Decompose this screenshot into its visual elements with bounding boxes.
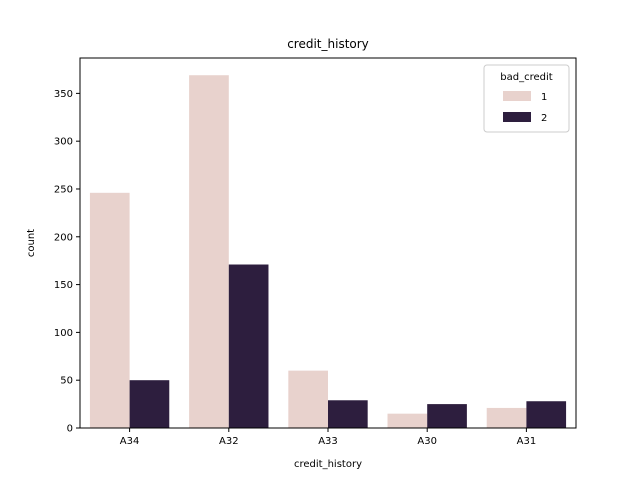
x-tick-label: A33 [318, 436, 338, 447]
bar-A31-series-2 [526, 401, 567, 428]
y-tick-label: 350 [54, 89, 73, 100]
bar-A30-series-2 [427, 404, 467, 428]
y-tick-label: 100 [54, 328, 73, 339]
legend-title: bad_credit [500, 72, 552, 83]
legend-items: 12 [503, 91, 547, 124]
x-axis: A34 A32 A33 A30 A31 [120, 428, 536, 447]
legend-swatch-series-1 [503, 91, 531, 101]
bar-A32-series-2 [228, 264, 269, 428]
bar-A31-series-1 [486, 407, 527, 428]
y-axis-label: count [26, 229, 37, 257]
y-tick-label: 200 [54, 232, 73, 243]
bar-A30-series-1 [387, 413, 428, 428]
legend: bad_credit 12 [483, 64, 570, 133]
bar-A34-series-2 [129, 380, 170, 428]
x-tick-label: A30 [417, 436, 437, 447]
bar-A33-series-1 [288, 370, 328, 428]
bars-group [89, 75, 567, 429]
x-tick-label: A34 [120, 436, 140, 447]
plot-frame [79, 57, 577, 429]
bar-A32-series-1 [189, 75, 229, 429]
y-tick-label: 0 [67, 424, 73, 435]
bar-A34-series-1 [89, 192, 130, 428]
legend-swatch-series-2 [503, 112, 531, 122]
y-axis: 0 50 100 150 200 250 300 350 [54, 89, 80, 435]
x-tick-label: A32 [219, 436, 239, 447]
x-tick-label: A31 [517, 436, 537, 447]
x-axis-label: credit_history [294, 459, 362, 470]
y-tick-label: 300 [54, 137, 73, 148]
legend-label-series-2: 2 [541, 113, 547, 124]
y-tick-label: 150 [54, 280, 73, 291]
y-tick-label: 50 [60, 376, 73, 387]
y-tick-label: 250 [54, 184, 73, 195]
legend-label-series-1: 1 [541, 92, 547, 103]
bar-A33-series-2 [328, 400, 368, 428]
chart-title: credit_history [287, 37, 369, 51]
